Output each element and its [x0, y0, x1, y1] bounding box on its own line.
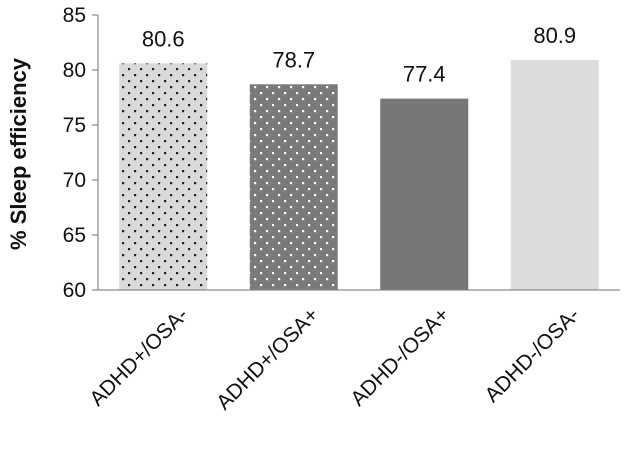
y-tick-label: 85 [63, 4, 86, 27]
y-tick-label: 65 [63, 224, 86, 247]
y-tick-label: 75 [63, 114, 86, 137]
bar-3 [380, 98, 469, 290]
x-tick-label: ADHD+/OSA- [85, 303, 192, 410]
bar-2 [249, 84, 338, 290]
y-tick-label: 70 [63, 169, 86, 192]
x-axis-labels: ADHD+/OSA- ADHD+/OSA+ ADHD-/OSA+ ADHD-/OSA- [85, 303, 584, 414]
bar-series [119, 60, 599, 291]
data-label-4: 80.9 [533, 23, 576, 48]
x-tick-label: ADHD+/OSA+ [212, 303, 323, 414]
x-tick-label: ADHD-/OSA- [481, 303, 585, 407]
data-labels: 80.6 78.7 77.4 80.9 [142, 23, 576, 87]
y-axis-title: % Sleep efficiency [6, 57, 31, 250]
x-tick-label: ADHD-/OSA+ [346, 303, 453, 410]
bar-1 [119, 63, 208, 291]
data-label-1: 80.6 [142, 26, 185, 51]
y-tick-label: 60 [63, 279, 86, 302]
bar-4 [510, 60, 599, 290]
data-label-3: 77.4 [403, 62, 446, 87]
y-tick-label: 80 [63, 59, 86, 82]
data-label-2: 78.7 [272, 47, 315, 72]
y-axis: 60 65 70 75 80 85 [63, 4, 98, 302]
